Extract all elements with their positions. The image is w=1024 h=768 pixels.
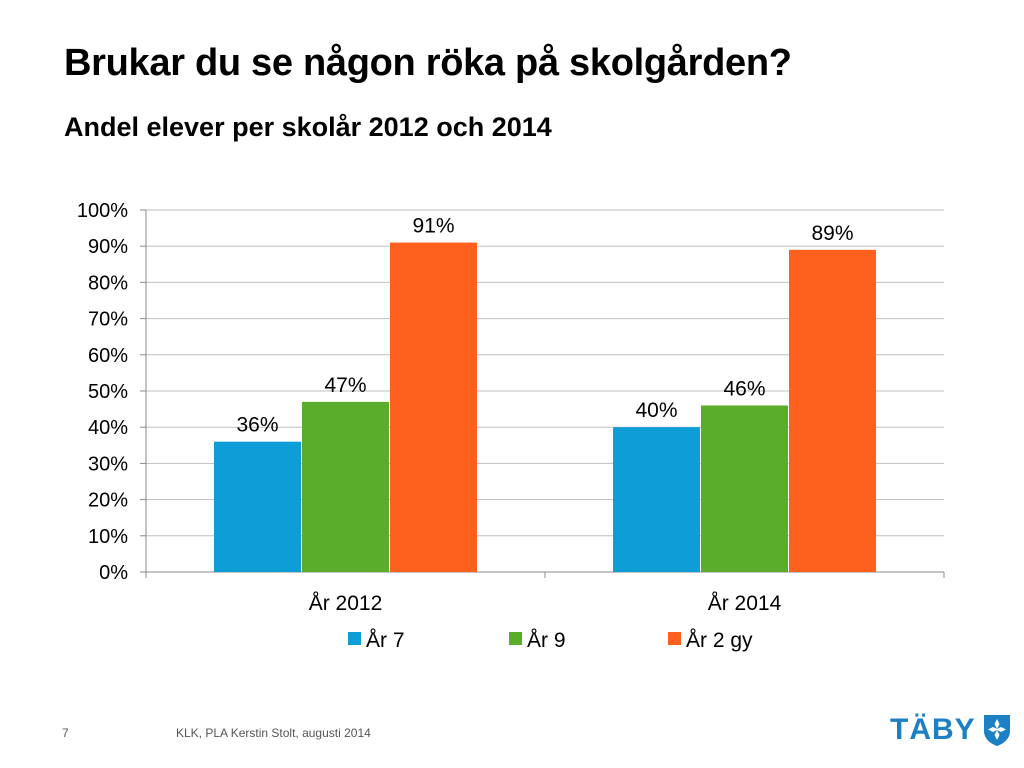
legend-swatch bbox=[348, 632, 361, 645]
y-tick-label: 50% bbox=[88, 381, 128, 403]
footer-credit: KLK, PLA Kerstin Stolt, augusti 2014 bbox=[176, 726, 371, 740]
axes: 0% 10% 20% 30% 40% 50% 60% 70% 80% 90% 100% År 2012… bbox=[77, 200, 945, 615]
data-label: 91% bbox=[412, 215, 454, 238]
slide-title: Brukar du se någon röka på skolgården? bbox=[64, 42, 792, 84]
bar bbox=[390, 242, 477, 572]
y-tick-label: 100% bbox=[77, 200, 128, 222]
bar bbox=[214, 441, 301, 572]
legend: År 7 År 9 År 2 gy bbox=[348, 629, 753, 652]
bar bbox=[613, 427, 700, 572]
y-tick-label: 60% bbox=[88, 345, 128, 367]
y-tick-label: 90% bbox=[88, 236, 128, 258]
legend-swatch bbox=[668, 632, 681, 645]
y-tick-label: 20% bbox=[88, 490, 128, 512]
page-number: 7 bbox=[62, 726, 69, 740]
shield-cross-icon bbox=[983, 715, 1010, 746]
legend-label: År 9 bbox=[527, 629, 566, 652]
y-tick-label: 10% bbox=[88, 526, 128, 548]
x-category-label: År 2014 bbox=[708, 592, 782, 615]
y-tick-label: 70% bbox=[88, 309, 128, 331]
data-label: 47% bbox=[324, 374, 366, 397]
data-label: 46% bbox=[723, 377, 765, 400]
y-tick-label: 0% bbox=[99, 562, 128, 584]
bar bbox=[302, 401, 389, 572]
data-label: 36% bbox=[236, 414, 278, 437]
taby-logo: TÄBY bbox=[890, 713, 1012, 747]
data-label: 40% bbox=[635, 399, 677, 422]
bars bbox=[214, 242, 876, 572]
bar-chart: 0% 10% 20% 30% 40% 50% 60% 70% 80% 90% 100% År 2012… bbox=[77, 200, 945, 652]
data-label: 89% bbox=[811, 222, 853, 245]
y-tick-label: 30% bbox=[88, 453, 128, 475]
legend-label: År 2 gy bbox=[686, 629, 753, 652]
x-category-label: År 2012 bbox=[309, 592, 383, 615]
bar bbox=[789, 249, 876, 572]
legend-swatch bbox=[509, 632, 522, 645]
logo-text: TÄBY bbox=[890, 713, 976, 746]
legend-label: År 7 bbox=[366, 629, 405, 652]
data-labels: 36% 47% 91% 40% 46% 89% bbox=[236, 215, 853, 437]
y-tick-label: 80% bbox=[88, 272, 128, 294]
y-tick-label: 40% bbox=[88, 417, 128, 439]
slide-subtitle: Andel elever per skolår 2012 och 2014 bbox=[64, 112, 552, 142]
bar bbox=[701, 405, 788, 572]
